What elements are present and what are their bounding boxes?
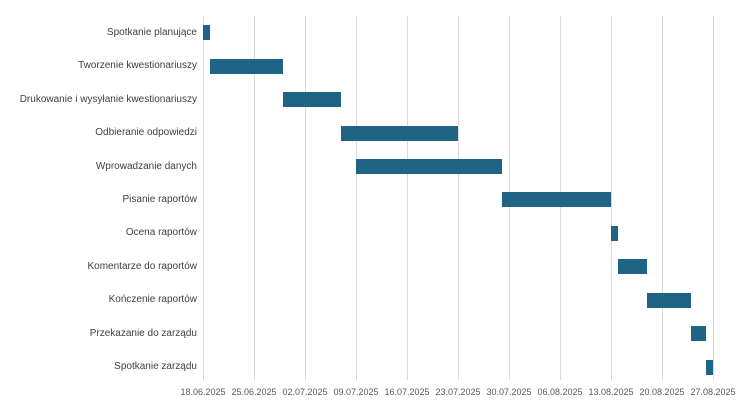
x-tick-label: 23.07.2025 [435,387,481,397]
gantt-bar [611,226,619,241]
gantt-bar [618,259,648,274]
task-label: Ocena raportów [125,227,197,238]
gridline [407,16,408,380]
x-tick-label: 27.08.2025 [690,387,736,397]
gridline [611,16,612,380]
task-label: Odbieranie odpowiedzi [95,127,197,138]
gantt-bar [210,59,284,74]
task-label: Komentarze do raportów [87,261,197,272]
task-label: Kończenie raportów [108,294,197,305]
gridline [305,16,306,380]
gridline [662,16,663,380]
task-label: Wprowadzanie danych [95,161,197,172]
x-tick-label: 02.07.2025 [282,387,328,397]
x-tick-label: 30.07.2025 [486,387,532,397]
x-tick-label: 13.08.2025 [588,387,634,397]
gridline [356,16,357,380]
task-label: Spotkanie zarządu [114,361,197,372]
x-tick-label: 18.06.2025 [180,387,226,397]
gridline [713,16,714,380]
gridline [458,16,459,380]
gridline [203,16,204,380]
task-label: Przekazanie do zarządu [89,328,197,339]
task-label: Spotkanie planujące [106,27,197,38]
gantt-bar [356,159,502,174]
gridline [254,16,255,380]
task-label: Tworzenie kwestionariuszy [78,60,197,71]
gantt-bar [501,192,611,207]
gantt-bar [283,92,342,107]
x-tick-label: 20.08.2025 [639,387,685,397]
x-tick-label: 09.07.2025 [333,387,379,397]
gantt-bar [203,25,211,40]
gantt-bar [691,326,706,341]
task-label: Pisanie raportów [122,194,197,205]
task-label: Drukowanie i wysyłanie kwestionariuszy [19,94,197,105]
x-tick-label: 16.07.2025 [384,387,430,397]
x-tick-label: 06.08.2025 [537,387,583,397]
x-tick-label: 25.06.2025 [231,387,277,397]
gantt-bar [647,293,692,308]
gantt-bar [341,126,458,141]
gantt-bar [705,360,713,375]
